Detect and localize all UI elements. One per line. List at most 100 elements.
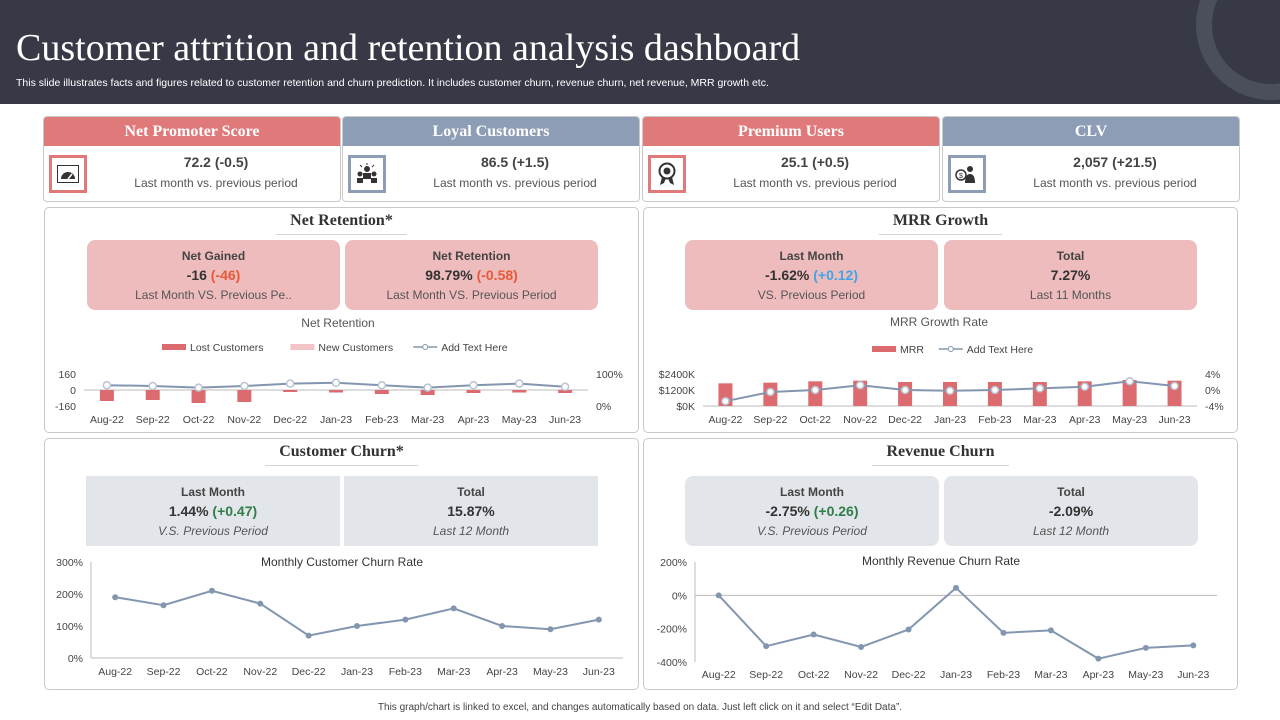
x-tick-label: Nov-22 — [844, 669, 878, 681]
panel-title: Net Retention* — [45, 212, 638, 235]
line-point — [354, 623, 360, 629]
revenue-churn-last-month-stat: Last Month -2.75% (+0.26) V.S. Previous … — [685, 476, 939, 546]
stat-label: Total — [1056, 249, 1085, 263]
x-tick-label: Mar-23 — [437, 666, 470, 678]
revenue-churn-total-stat: Total -2.09% Last 12 Month — [944, 476, 1198, 546]
y-tick-left: -160 — [55, 401, 76, 413]
stat-value: 7.27% — [1050, 267, 1091, 283]
x-tick-label: Oct-22 — [196, 666, 228, 678]
line-point — [766, 387, 775, 397]
x-tick-label: Nov-22 — [843, 414, 877, 426]
x-tick-label: Apr-23 — [458, 414, 490, 426]
bar-mrr — [1122, 380, 1137, 406]
line-point — [1170, 381, 1179, 391]
stat-label: Total — [1057, 485, 1085, 499]
legend-label: New Customers — [318, 342, 393, 354]
line-point — [240, 381, 249, 391]
kpi-title: CLV — [943, 117, 1239, 146]
line-point — [858, 644, 865, 650]
y-tick-label: 100% — [56, 621, 83, 633]
stat-caption: Last 12 Month — [1032, 524, 1110, 538]
stat-value: -2.09% — [1048, 503, 1094, 519]
revenue-churn-panel: Revenue Churn Last Month -2.75% (+0.26) … — [643, 438, 1238, 690]
y-tick-label: 0% — [672, 590, 687, 602]
line-point — [547, 626, 554, 633]
line-point — [515, 379, 524, 388]
net-retention-stat: Net Retention 98.79% (-0.58) Last Month … — [345, 240, 598, 310]
customer-value-icon: $ — [948, 155, 986, 193]
panel-title: Revenue Churn — [644, 443, 1237, 466]
line-point — [1080, 382, 1089, 392]
line-point — [102, 380, 112, 390]
x-tick-label: Dec-22 — [892, 669, 926, 681]
stat-caption: V.S. Previous Period — [757, 524, 867, 538]
net-retention-chart: Net Retention Lost Customers New Customers… — [55, 316, 623, 426]
x-tick-label: Sep-22 — [147, 666, 181, 678]
stat-delta: (+0.12) — [813, 267, 858, 283]
mrr-total-stat: Total 7.27% Last 11 Months — [944, 240, 1197, 310]
page-title: Customer attrition and retention analysi… — [16, 27, 801, 69]
y-tick-label: 200% — [56, 589, 83, 601]
y-tick-label: -400% — [657, 657, 687, 669]
page-subtitle: This slide illustrates facts and figures… — [16, 77, 769, 89]
stat-value: -1.62% (+0.12) — [765, 267, 858, 283]
bar-lost-customers — [420, 390, 435, 395]
x-tick-label: Feb-23 — [987, 669, 1020, 681]
line-point — [763, 643, 770, 650]
legend-swatch — [872, 346, 896, 352]
x-tick-label: Jan-23 — [934, 414, 966, 426]
kpi-value: 86.5 (+1.5) — [480, 154, 550, 170]
line-point — [811, 385, 820, 395]
bar-lost-customers — [99, 390, 114, 401]
kpi-card-loyal-customers: Loyal Customers 86.5 (+1.5) Last month v… — [342, 116, 640, 202]
bar-lost-customers — [466, 390, 481, 393]
decorative-ring — [1196, 0, 1280, 100]
stat-caption: V.S. Previous Period — [158, 524, 268, 538]
kpi-title: Net Promoter Score — [44, 117, 340, 146]
x-tick-label: Aug-22 — [702, 669, 736, 681]
y-tick-label: 0% — [68, 653, 83, 665]
badge-icon — [648, 155, 686, 193]
line-point — [1035, 384, 1045, 393]
x-tick-label: Dec-22 — [273, 414, 307, 426]
stat-value: 15.87% — [447, 503, 495, 519]
x-tick-label: Feb-23 — [389, 666, 422, 678]
legend-marker — [947, 346, 954, 352]
x-tick-label: Apr-23 — [1069, 414, 1101, 426]
kpi-card-clv: CLV $ 2,057 (+21.5) Last month vs. previ… — [942, 116, 1240, 202]
x-tick-label: Dec-22 — [292, 666, 326, 678]
x-tick-label: Aug-22 — [90, 414, 124, 426]
y-tick-label: -200% — [657, 624, 687, 636]
x-tick-label: Jan-23 — [320, 414, 352, 426]
x-tick-label: Apr-23 — [486, 666, 518, 678]
legend-label: Add Text Here — [441, 342, 508, 354]
stat-label: Last Month — [780, 485, 844, 499]
header-banner: Customer attrition and retention analysi… — [0, 0, 1280, 104]
customer-churn-chart: Monthly Customer Churn Rate 300% 200% 100% 0… — [56, 555, 623, 678]
x-tick-label: Mar-23 — [411, 414, 444, 426]
line-point — [499, 623, 506, 629]
mrr-growth-panel: MRR Growth Last Month -1.62% (+0.12) VS.… — [643, 207, 1238, 433]
line-point — [450, 605, 457, 612]
x-tick-label: May-23 — [533, 666, 568, 678]
net-retention-panel: Net Retention* Net Gained -16 (-46) Last… — [44, 207, 639, 433]
x-tick-label: Sep-22 — [136, 414, 170, 426]
line-point — [377, 380, 387, 390]
stat-value: -16 (-46) — [186, 267, 241, 283]
x-tick-label: Nov-22 — [243, 666, 277, 678]
bar-lost-customers — [283, 390, 298, 392]
customer-churn-panel: Customer Churn* Last Month 1.44% (+0.47)… — [44, 438, 639, 690]
line-point — [1190, 642, 1197, 649]
line-point — [1047, 627, 1054, 634]
kpi-caption: Last month vs. previous period — [433, 176, 597, 190]
y-tick-left: 160 — [58, 369, 76, 381]
kpi-value: 72.2 (-0.5) — [183, 154, 249, 170]
x-tick-label: Nov-22 — [227, 414, 261, 426]
y-tick-right: 0% — [596, 401, 611, 413]
customer-churn-last-month-stat: Last Month 1.44% (+0.47) V.S. Previous P… — [86, 476, 340, 546]
x-tick-label: Jun-23 — [549, 414, 581, 426]
mrr-last-month-stat: Last Month -1.62% (+0.12) VS. Previous P… — [685, 240, 938, 310]
x-tick-label: Jan-23 — [341, 666, 373, 678]
stat-value: 98.79% (-0.58) — [425, 267, 518, 283]
line-point — [595, 616, 602, 623]
